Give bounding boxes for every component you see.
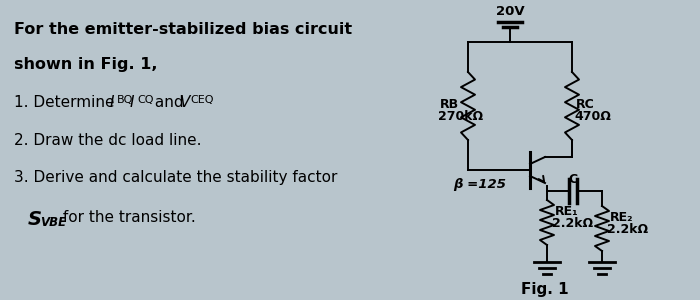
- Text: shown in Fig. 1,: shown in Fig. 1,: [14, 57, 158, 72]
- Text: RE₁: RE₁: [555, 205, 579, 218]
- Text: Fig. 1: Fig. 1: [522, 282, 569, 297]
- Text: and: and: [150, 95, 188, 110]
- Text: I: I: [110, 95, 115, 110]
- Text: For the emitter-stabilized bias circuit: For the emitter-stabilized bias circuit: [14, 22, 352, 37]
- Text: I: I: [130, 95, 134, 110]
- Text: 20V: 20V: [496, 5, 524, 18]
- Text: V: V: [180, 95, 190, 110]
- Text: 3. Derive and calculate the stability factor: 3. Derive and calculate the stability fa…: [14, 170, 337, 185]
- Text: RB: RB: [440, 98, 459, 111]
- Text: 270kΩ: 270kΩ: [438, 110, 483, 123]
- Text: CQ: CQ: [137, 95, 153, 105]
- Text: S: S: [28, 210, 42, 229]
- Text: RE₂: RE₂: [610, 211, 634, 224]
- Text: for the transistor.: for the transistor.: [58, 210, 196, 225]
- Text: 2.2kΩ: 2.2kΩ: [607, 223, 648, 236]
- Text: 470Ω: 470Ω: [574, 110, 611, 123]
- Text: C: C: [568, 173, 578, 186]
- Text: BQ: BQ: [117, 95, 134, 105]
- Text: 2. Draw the dc load line.: 2. Draw the dc load line.: [14, 133, 202, 148]
- Text: VBE: VBE: [40, 216, 66, 229]
- Text: 1. Determine: 1. Determine: [14, 95, 120, 110]
- Text: β =125: β =125: [453, 178, 506, 191]
- Text: 2.2kΩ: 2.2kΩ: [552, 217, 593, 230]
- Text: RC: RC: [576, 98, 595, 111]
- Text: CEQ: CEQ: [190, 95, 214, 105]
